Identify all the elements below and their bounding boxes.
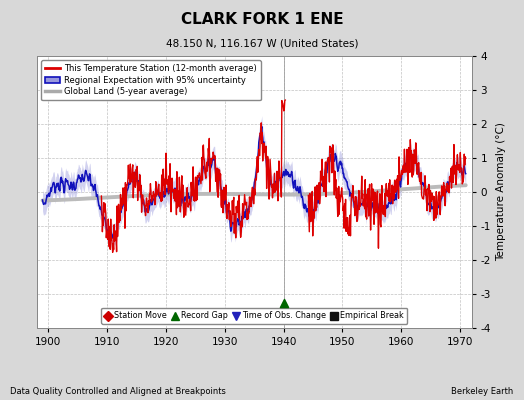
Text: CLARK FORK 1 ENE: CLARK FORK 1 ENE — [181, 12, 343, 27]
Point — [279, 299, 288, 306]
Text: Berkeley Earth: Berkeley Earth — [451, 387, 514, 396]
Text: 48.150 N, 116.167 W (United States): 48.150 N, 116.167 W (United States) — [166, 38, 358, 48]
Text: Data Quality Controlled and Aligned at Breakpoints: Data Quality Controlled and Aligned at B… — [10, 387, 226, 396]
Y-axis label: Temperature Anomaly (°C): Temperature Anomaly (°C) — [497, 122, 507, 262]
Legend: Station Move, Record Gap, Time of Obs. Change, Empirical Break: Station Move, Record Gap, Time of Obs. C… — [101, 308, 407, 324]
